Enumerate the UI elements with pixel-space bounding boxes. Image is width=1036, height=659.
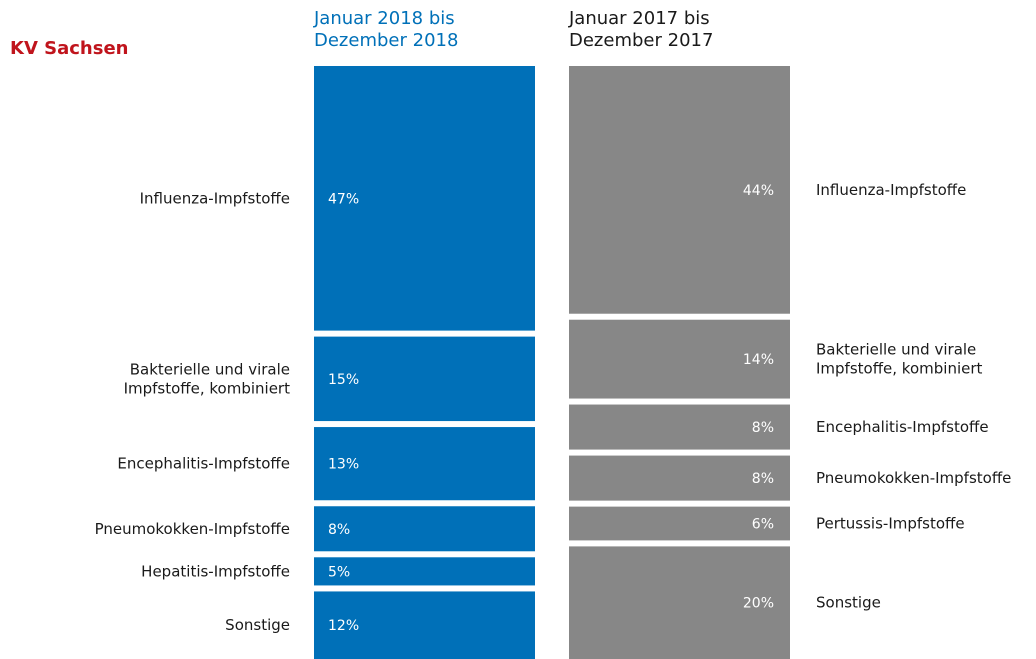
value-label-2017-pneumokokken-impfstoffe: 8%: [752, 471, 774, 487]
column-header-2018-line-2: Dezember 2018: [314, 30, 459, 51]
category-label-2018-sonstige: Sonstige: [225, 616, 290, 634]
category-label-2017-bakterielle-und-virale-impfstoffe-kombiniert: Bakterielle und virale Impfstoffe, kombin…: [816, 341, 983, 378]
category-label-2017-pertussis-impfstoffe: Pertussis-Impfstoffe: [816, 515, 965, 533]
value-label-2018-encephalitis-impfstoffe: 13%: [328, 457, 359, 473]
category-label-2018-pneumokokken-impfstoffe: Pneumokokken-Impfstoffe: [95, 520, 290, 538]
bar-segment-2017-bakterielle-und-virale-impfstoffe-kombiniert: [569, 319, 790, 399]
category-label-2018-encephalitis-impfstoffe: Encephalitis-Impfstoffe: [117, 455, 290, 473]
value-label-2018-bakterielle-und-virale-impfstoffe-kombiniert: 15%: [328, 372, 359, 388]
bar-segment-2017-pertussis-impfstoffe: [569, 506, 790, 541]
column-header-2017: Januar 2017 bis Dezember 2017: [569, 8, 713, 52]
bar-segment-2018-sonstige: [314, 591, 535, 659]
column-header-2017-line-1: Januar 2017 bis: [569, 8, 710, 29]
value-label-2017-pertussis-impfstoffe: 6%: [752, 517, 774, 533]
chart-title: KV Sachsen: [10, 38, 129, 59]
value-label-2017-encephalitis-impfstoffe: 8%: [752, 420, 774, 436]
value-label-2017-sonstige: 20%: [743, 596, 774, 612]
bar-segment-2018-encephalitis-impfstoffe: [314, 427, 535, 501]
value-label-2017-influenza-impfstoffe: 44%: [743, 183, 774, 199]
bar-segment-2017-sonstige: [569, 546, 790, 659]
category-label-2018-influenza-impfstoffe: Influenza-Impfstoffe: [140, 189, 290, 207]
value-label-2018-influenza-impfstoffe: 47%: [328, 191, 359, 207]
category-label-2018-hepatitis-impfstoffe: Hepatitis-Impfstoffe: [141, 562, 290, 580]
category-label-2017-sonstige: Sonstige: [816, 594, 881, 612]
bar-segment-2018-influenza-impfstoffe: [314, 66, 535, 331]
bar-segment-2018-pneumokokken-impfstoffe: [314, 506, 535, 552]
value-label-2018-pneumokokken-impfstoffe: 8%: [328, 522, 350, 538]
value-label-2018-sonstige: 12%: [328, 618, 359, 634]
value-label-2017-bakterielle-und-virale-impfstoffe-kombiniert: 14%: [743, 352, 774, 368]
column-header-2017-line-2: Dezember 2017: [569, 30, 714, 51]
bar-segment-2018-bakterielle-und-virale-impfstoffe-kombiniert: [314, 336, 535, 422]
category-label-2017-encephalitis-impfstoffe: Encephalitis-Impfstoffe: [816, 418, 989, 436]
category-label-2017-pneumokokken-impfstoffe: Pneumokokken-Impfstoffe: [816, 469, 1011, 487]
value-label-2018-hepatitis-impfstoffe: 5%: [328, 564, 350, 580]
bar-segment-2017-pneumokokken-impfstoffe: [569, 455, 790, 501]
category-label-2017-influenza-impfstoffe: Influenza-Impfstoffe: [816, 181, 966, 199]
column-header-2018-line-1: Januar 2018 bis: [314, 8, 455, 29]
bar-segment-2017-influenza-impfstoffe: [569, 66, 790, 314]
bar-segment-2018-hepatitis-impfstoffe: [314, 557, 535, 586]
bar-segment-2017-encephalitis-impfstoffe: [569, 404, 790, 450]
column-header-2018: Januar 2018 bis Dezember 2018: [314, 8, 458, 52]
category-label-2018-bakterielle-und-virale-impfstoffe-kombiniert: Bakterielle und virale Impfstoffe, kombin…: [124, 360, 291, 397]
